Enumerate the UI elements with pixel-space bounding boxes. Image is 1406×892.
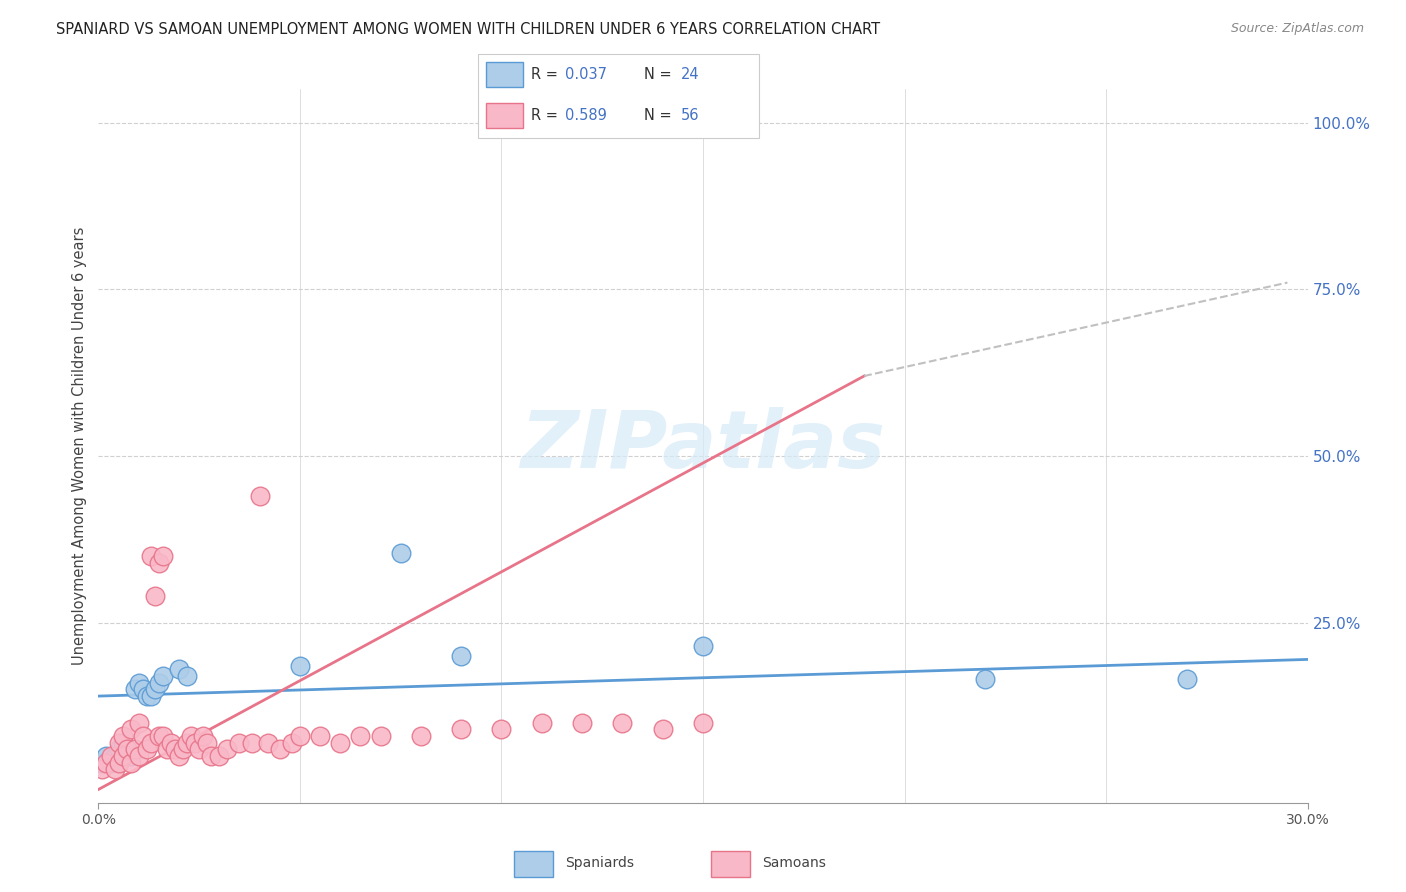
Text: N =: N =	[644, 108, 676, 123]
Text: N =: N =	[644, 67, 676, 82]
Point	[195, 736, 218, 750]
Point	[329, 736, 352, 750]
Point	[124, 742, 146, 756]
Point	[217, 742, 239, 756]
Text: 0.589: 0.589	[565, 108, 607, 123]
Point	[256, 736, 278, 750]
Text: Source: ZipAtlas.com: Source: ZipAtlas.com	[1230, 22, 1364, 36]
Text: R =: R =	[531, 108, 562, 123]
Text: 56: 56	[681, 108, 699, 123]
Point	[160, 736, 183, 750]
Point	[148, 675, 170, 690]
Bar	[515, 851, 554, 877]
Point	[249, 489, 271, 503]
Point	[152, 549, 174, 563]
Bar	[486, 62, 523, 87]
Point	[692, 715, 714, 730]
Point	[139, 689, 162, 703]
Point	[309, 729, 332, 743]
Point	[612, 715, 634, 730]
Point	[128, 675, 150, 690]
Point	[491, 723, 513, 737]
Point	[120, 756, 142, 770]
Point	[409, 729, 432, 743]
Point	[208, 749, 231, 764]
Point	[100, 756, 122, 770]
Point	[188, 742, 211, 756]
Point	[571, 715, 593, 730]
Text: 24: 24	[681, 67, 699, 82]
Point	[184, 736, 207, 750]
Point	[281, 736, 304, 750]
Point	[163, 742, 186, 756]
Point	[172, 742, 194, 756]
Point	[111, 749, 134, 764]
Point	[107, 736, 129, 750]
Point	[176, 669, 198, 683]
Point	[135, 742, 157, 756]
Point	[450, 649, 472, 664]
Point	[111, 729, 134, 743]
Point	[349, 729, 371, 743]
Point	[167, 662, 190, 676]
Point	[120, 723, 142, 737]
Point	[111, 736, 134, 750]
Text: ZIPatlas: ZIPatlas	[520, 407, 886, 485]
Point	[200, 749, 222, 764]
Point	[148, 729, 170, 743]
Point	[91, 763, 114, 777]
Point	[1175, 673, 1198, 687]
Point	[107, 742, 129, 756]
Point	[107, 756, 129, 770]
Point	[132, 729, 155, 743]
Point	[370, 729, 392, 743]
Point	[288, 729, 311, 743]
Point	[139, 549, 162, 563]
Point	[389, 546, 412, 560]
Bar	[486, 103, 523, 128]
Point	[135, 689, 157, 703]
Point	[167, 749, 190, 764]
Point	[128, 749, 150, 764]
Point	[124, 682, 146, 697]
Point	[692, 639, 714, 653]
Point	[530, 715, 553, 730]
Text: Samoans: Samoans	[762, 856, 825, 870]
Point	[450, 723, 472, 737]
Point	[143, 589, 166, 603]
Point	[132, 682, 155, 697]
Point	[269, 742, 291, 756]
Point	[176, 736, 198, 750]
Point	[180, 729, 202, 743]
Point	[651, 723, 673, 737]
Text: 0.037: 0.037	[565, 67, 607, 82]
Point	[128, 715, 150, 730]
Point	[288, 659, 311, 673]
Point	[115, 742, 138, 756]
Point	[115, 742, 138, 756]
Point	[91, 756, 114, 770]
Bar	[711, 851, 751, 877]
Point	[156, 742, 179, 756]
Point	[148, 556, 170, 570]
Point	[103, 749, 125, 764]
Point	[120, 749, 142, 764]
Point	[228, 736, 250, 750]
Text: Spaniards: Spaniards	[565, 856, 634, 870]
Text: SPANIARD VS SAMOAN UNEMPLOYMENT AMONG WOMEN WITH CHILDREN UNDER 6 YEARS CORRELAT: SPANIARD VS SAMOAN UNEMPLOYMENT AMONG WO…	[56, 22, 880, 37]
Point	[974, 673, 997, 687]
Point	[96, 749, 118, 764]
Text: R =: R =	[531, 67, 562, 82]
Point	[100, 749, 122, 764]
Point	[143, 682, 166, 697]
Point	[139, 736, 162, 750]
Point	[96, 756, 118, 770]
Point	[240, 736, 263, 750]
Point	[103, 763, 125, 777]
Point	[152, 729, 174, 743]
Y-axis label: Unemployment Among Women with Children Under 6 years: Unemployment Among Women with Children U…	[72, 227, 87, 665]
Point	[193, 729, 215, 743]
Point	[152, 669, 174, 683]
